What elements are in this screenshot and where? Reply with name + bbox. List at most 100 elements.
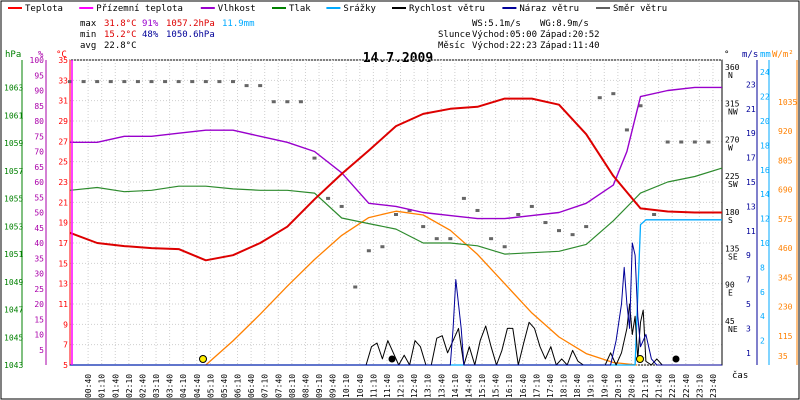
pct-tick-6: 35 [34,254,44,263]
degc-tick-7: 19 [58,219,68,228]
mm-tick-11: 24 [760,68,770,77]
legend-label-5: Rychlost větru [409,4,485,14]
wind-dir-point-40 [611,92,616,96]
dir-label-0: NE [728,325,738,334]
pct-tick-3: 20 [34,300,44,309]
pct-tick-19: 100 [30,56,45,65]
ms-tick-0: 1 [746,349,751,358]
x-tick-label-8: 04:40 [193,374,202,398]
dir-axis-unit: ° [724,50,729,60]
pct-tick-10: 55 [34,193,44,202]
x-tick-label-7: 04:10 [179,374,188,398]
wind-dir-point-34 [529,204,534,208]
series-solar-line [205,210,638,366]
dir-tick-4: 225 [725,172,740,181]
pct-tick-12: 65 [34,163,44,172]
x-tick-label-0: 00:40 [84,374,93,398]
wind-dir-point-2 [95,80,100,84]
wind-dir-point-43 [652,213,657,216]
wm2-tick-8: 920 [778,127,793,136]
mm-tick-4: 10 [760,239,770,248]
degc-tick-11: 27 [58,137,68,146]
stats-min-press: 1050.6hPa [166,30,215,40]
pct-tick-17: 90 [34,87,44,96]
mm-tick-7: 16 [760,166,770,175]
stats-wind-speed: WS:5.1m/s [472,19,521,29]
x-tick-label-38: 19:40 [600,374,609,398]
dir-tick-1: 90 [725,281,735,290]
pct-tick-18: 95 [34,71,44,80]
series-layer [68,60,723,366]
x-tick-label-16: 08:40 [301,374,310,398]
degc-axis-unit: °C [56,50,67,60]
wm2-tick-6: 690 [778,186,793,195]
x-tick-label-33: 17:10 [532,374,541,398]
series-wind-gust-line [70,242,722,366]
x-tick-label-23: 12:10 [397,374,406,398]
pct-axis-unit: % [38,50,44,60]
stats-moon-label: Měsíc [438,41,465,51]
wind-dir-point-36 [557,229,561,233]
stats-avg-temp: 22.8°C [104,41,137,51]
wind-dir-point-20 [339,204,344,208]
x-tick-label-44: 22:40 [682,374,691,398]
legend-label-1: Přízemní teplota [96,4,183,14]
dir-label-2: SE [728,252,738,261]
legend-label-6: Náraz větru [519,4,579,14]
legend-label-7: Směr větru [613,4,667,14]
x-tick-label-10: 05:40 [220,374,229,398]
hpa-tick-0: 1043 [4,361,23,370]
x-tick-label-15: 08:10 [288,374,297,398]
stats-max-hum: 91% [142,19,159,29]
mm-tick-8: 18 [760,141,770,150]
x-tick-label-1: 01:10 [98,374,107,398]
wind-dir-point-35 [543,221,548,225]
wind-dir-point-14 [258,84,263,88]
pct-tick-8: 45 [34,224,44,233]
x-tick-label-12: 06:40 [247,374,256,398]
stats-min-temp: 15.2°C [104,30,137,40]
wm2-tick-4: 460 [778,244,793,253]
stats-wind-gust: WG:8.9m/s [540,19,589,29]
x-tick-label-43: 22:10 [668,374,677,398]
wm2-tick-0: 35 [778,352,788,361]
x-tick-label-13: 07:10 [261,374,270,398]
wind-dir-point-37 [570,233,575,237]
wm2-tick-2: 230 [778,303,793,312]
x-tick-label-28: 14:40 [464,374,473,398]
degc-tick-2: 9 [63,320,68,329]
mm-tick-10: 22 [760,93,770,102]
wind-dir-point-33 [516,213,521,216]
pct-tick-4: 25 [34,285,44,294]
wind-dir-point-16 [285,100,290,104]
pct-tick-2: 15 [34,315,44,324]
degc-tick-0: 5 [63,361,68,370]
x-tick-label-30: 15:40 [492,374,501,398]
ms-tick-4: 9 [746,251,751,260]
x-tick-label-36: 18:40 [573,374,582,398]
wind-dir-point-10 [203,80,208,84]
degc-tick-8: 21 [58,198,68,207]
ms-tick-2: 5 [746,300,751,309]
wind-dir-point-22 [366,249,371,253]
ms-tick-11: 23 [746,80,756,89]
stats-block: max 31.8°C 91% 1057.2hPa 11.9mm min 15.2… [80,19,600,51]
hpa-tick-2: 1047 [4,306,23,315]
wm2-tick-5: 575 [778,215,793,224]
pct-tick-1: 10 [34,331,44,340]
hpa-axis-unit: hPa [5,50,21,60]
wind-dir-point-17 [298,100,303,104]
x-tick-label-35: 18:10 [560,374,569,398]
dir-label-7: N [728,71,733,80]
mm-tick-2: 6 [760,288,765,297]
wind-dir-point-24 [394,213,398,216]
pct-tick-5: 30 [34,270,44,279]
degc-tick-9: 23 [58,178,68,187]
wind-dir-point-23 [380,245,385,249]
sunrise-marker [199,355,207,363]
stats-max-press: 1057.2hPa [166,19,215,29]
dir-label-3: S [728,216,733,225]
mm-tick-1: 4 [760,312,765,321]
wm2-axis-unit: W/m² [772,50,794,60]
x-tick-label-34: 17:40 [546,374,555,398]
